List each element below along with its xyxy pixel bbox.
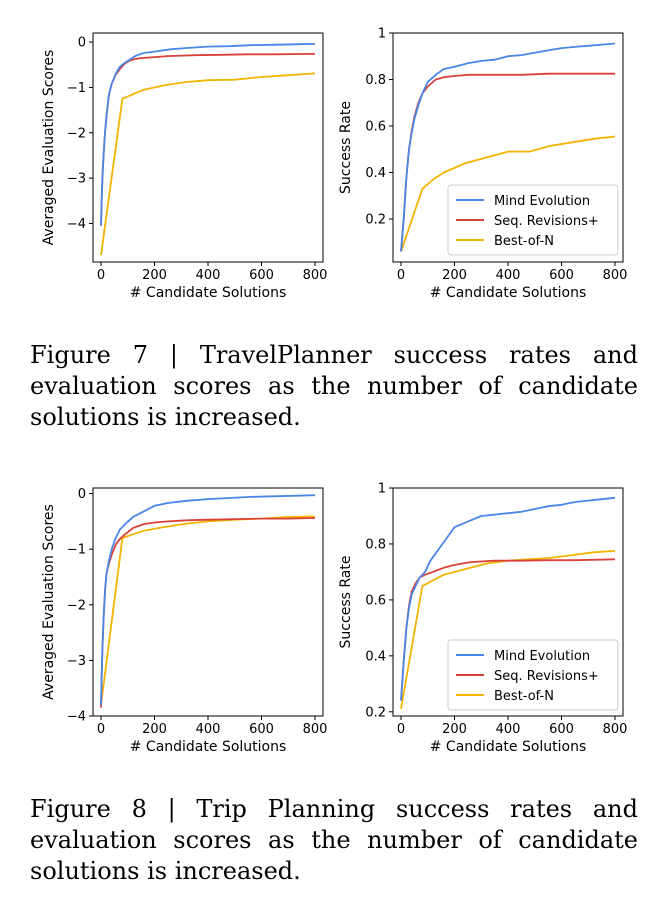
fig7-right-xtick-label: 600: [549, 268, 574, 283]
fig8-left-ytick-label: −4: [67, 710, 86, 725]
fig8-left-xtick-label: 400: [196, 722, 221, 737]
fig7-right-ylabel: Success Rate: [338, 101, 354, 194]
fig7-left-xtick-label: 0: [97, 268, 105, 283]
fig8-caption-text: Figure 8 | Trip Planning success rates a…: [30, 795, 638, 885]
fig7-left-xtick-label: 200: [142, 268, 167, 283]
fig8-left-line-mind-evolution: [100, 494, 316, 705]
fig7-success-rate-chart: 0 200 400 600 800 0.2 0.4 0.6 0.8 1 # Candidate So…: [338, 27, 628, 302]
fig7-left-line-best-of-n: [100, 72, 316, 256]
fig7-right-ytick-label: 0.8: [365, 73, 386, 88]
fig7-right-legend-label: Mind Evolution: [494, 194, 590, 209]
fig8-left-line-seq-revisions: [100, 517, 316, 708]
fig8-right-xlabel: # Candidate Solutions: [430, 739, 587, 755]
fig8-left-xtick-label: 600: [249, 722, 274, 737]
fig7-right-ytick-label: 0.4: [365, 166, 386, 181]
fig8-right-line-best-of-n: [400, 550, 616, 710]
fig7-left-axes-frame: [92, 32, 324, 263]
fig7-right-legend-label: Best-of-N: [494, 234, 554, 249]
fig8-right-ylabel: Success Rate: [338, 556, 354, 649]
fig8-left-xtick-label: 0: [97, 722, 105, 737]
fig8-left-ytick-label: −3: [67, 654, 86, 669]
fig7-right-xtick-label: 400: [496, 268, 521, 283]
fig8-right-ytick-label: 0.4: [365, 649, 386, 664]
fig7-left-xtick-label: 400: [196, 268, 221, 283]
fig8-right-xtick-label: 800: [603, 722, 628, 737]
fig7-left-ytick-label: −3: [67, 172, 86, 187]
fig7-right-xlabel: # Candidate Solutions: [430, 285, 587, 301]
fig7-right-legend-label: Seq. Revisions+: [494, 214, 599, 229]
fig7-left-line-mind-evolution: [100, 43, 316, 226]
fig7-caption: Figure 7 | TravelPlanner success rates a…: [30, 340, 638, 433]
fig7-left-ytick-label: −2: [67, 126, 86, 141]
fig8-left-ylabel: Averaged Evaluation Scores: [41, 504, 57, 700]
fig8-right-line-mind-evolution: [400, 496, 616, 701]
fig8-right-xtick-label: 400: [496, 722, 521, 737]
fig8-right-legend-label: Mind Evolution: [494, 649, 590, 664]
fig7-right-ytick-label: 0.6: [365, 119, 386, 134]
fig7-eval-score-chart: 0 200 400 600 800 0 −1 −2 −3 −4 # Candidate Soluti…: [41, 32, 328, 301]
fig8-eval-score-chart: 0 200 400 600 800 0 −1 −2 −3 −4 # Candidate Soluti…: [41, 487, 328, 755]
fig8-left-ytick-label: 0: [78, 487, 86, 502]
fig7-right-line-mind-evolution: [400, 42, 616, 252]
fig7-left-xtick-label: 800: [303, 268, 328, 283]
fig8-right-ytick-label: 0.8: [365, 537, 386, 552]
fig7-left-ytick-label: −4: [67, 217, 86, 232]
fig8-left-xlabel: # Candidate Solutions: [130, 739, 287, 755]
fig7-left-ytick-label: 0: [78, 36, 86, 51]
fig8-right-legend-label: Best-of-N: [494, 689, 554, 704]
fig7-right-xtick-label: 0: [397, 268, 405, 283]
fig8-right-ytick-label: 1: [378, 482, 386, 497]
fig8-left-xtick-label: 800: [303, 722, 328, 737]
fig7-right-ytick-label: 1: [378, 27, 386, 42]
fig8-caption: Figure 8 | Trip Planning success rates a…: [30, 794, 638, 887]
fig8-left-line-best-of-n: [100, 515, 316, 706]
fig7-left-ytick-label: −1: [67, 81, 86, 96]
fig8-right-xtick-label: 200: [442, 722, 467, 737]
fig8-right-ytick-label: 0.2: [365, 705, 386, 720]
fig8-right-xtick-label: 600: [549, 722, 574, 737]
fig7-right-ytick-label: 0.2: [365, 212, 386, 227]
fig7-left-ylabel: Averaged Evaluation Scores: [41, 50, 57, 246]
fig7-right-line-best-of-n: [400, 135, 616, 252]
fig7-right-xtick-label: 800: [603, 268, 628, 283]
fig7-left-xlabel: # Candidate Solutions: [130, 285, 287, 301]
fig8-right-ytick-label: 0.6: [365, 593, 386, 608]
fig7-left-xtick-label: 600: [249, 268, 274, 283]
fig8-right-xtick-label: 0: [397, 722, 405, 737]
fig8-success-rate-chart: 0 200 400 600 800 0.2 0.4 0.6 0.8 1 # Candidate So…: [338, 482, 628, 756]
fig8-right-legend-label: Seq. Revisions+: [494, 669, 599, 684]
fig7-right-legend: [447, 184, 619, 256]
fig8-left-ytick-label: −2: [67, 598, 86, 613]
fig8-left-ytick-label: −1: [67, 543, 86, 558]
fig7-right-xtick-label: 200: [442, 268, 467, 283]
fig8-left-xtick-label: 200: [142, 722, 167, 737]
fig8-right-legend: [447, 639, 619, 711]
fig7-caption-text: Figure 7 | TravelPlanner success rates a…: [30, 341, 638, 431]
